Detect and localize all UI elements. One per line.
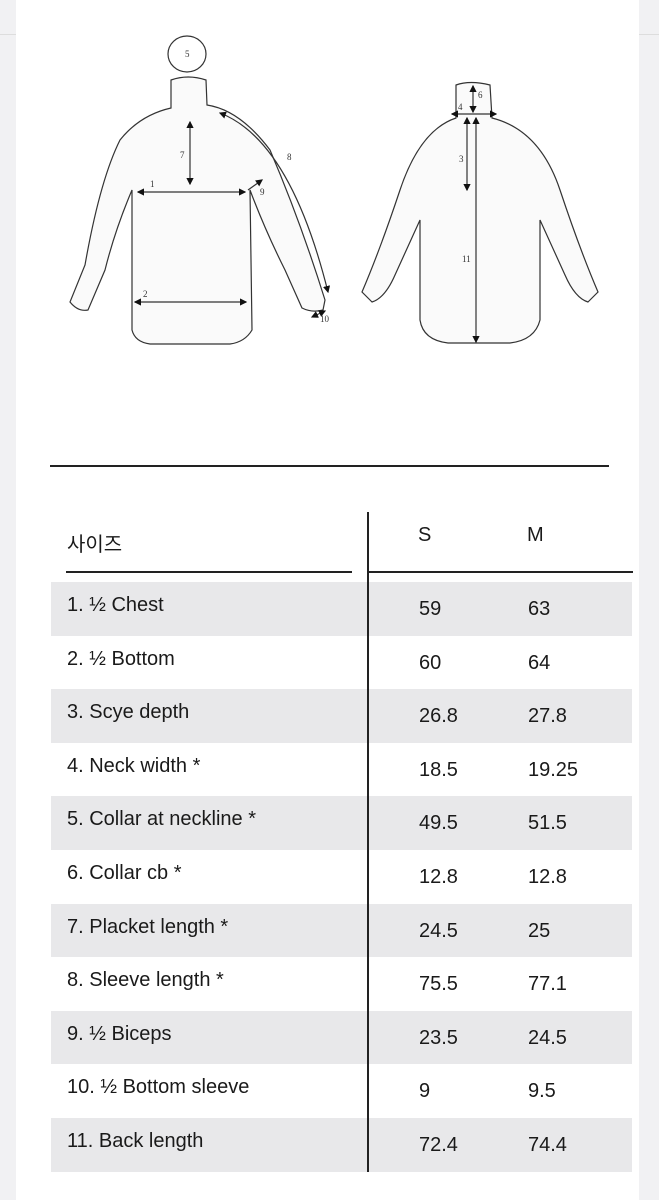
label-5: 5 [185, 49, 190, 59]
value-s: 23.5 [419, 1026, 458, 1049]
value-s: 18.5 [419, 758, 458, 781]
row-label: 1. ½ Chest [67, 594, 164, 616]
value-m: 24.5 [528, 1026, 567, 1049]
value-s: 12.8 [419, 866, 458, 888]
row-label: 8. Sleeve length * [67, 969, 224, 992]
value-m: 64 [528, 651, 551, 674]
header-divider [66, 571, 352, 573]
row-label: 5. Collar at neckline * [67, 808, 256, 831]
header-size-s: S [418, 524, 432, 546]
label-2: 2 [143, 289, 148, 299]
value-m: 77.1 [528, 973, 567, 996]
table-row: 3. Scye depth 26.8 27.8 [51, 689, 632, 743]
label-8: 8 [287, 152, 292, 162]
table-row: 11. Back length 72.4 74.4 [51, 1118, 632, 1172]
header-divider [368, 571, 633, 573]
value-m: 19.25 [528, 758, 579, 781]
header-size-m: M [527, 524, 544, 546]
row-label: 6. Collar cb * [67, 862, 182, 884]
row-label: 2. ½ Bottom [67, 647, 175, 670]
row-label: 11. Back length [67, 1130, 204, 1152]
left-margin [0, 0, 16, 1200]
row-label: 3. Scye depth [67, 701, 190, 724]
value-s: 49.5 [419, 812, 458, 835]
header-size-label: 사이즈 [67, 534, 123, 556]
table-row: 2. ½ Bottom 60 64 [51, 636, 632, 690]
value-s: 60 [419, 651, 442, 674]
row-label: 10. ½ Bottom sleeve [67, 1076, 250, 1099]
value-m: 63 [528, 598, 551, 620]
label-7: 7 [180, 150, 185, 160]
value-s: 24.5 [419, 919, 458, 942]
front-view: 5 [69, 35, 331, 345]
value-m: 12.8 [528, 866, 567, 888]
label-6: 6 [478, 90, 483, 100]
back-view [361, 81, 599, 344]
column-divider [367, 512, 369, 1172]
label-11: 11 [462, 254, 471, 264]
table-row: 10. ½ Bottom sleeve 9 9.5 [51, 1064, 632, 1118]
value-s: 26.8 [419, 705, 458, 728]
garment-measurement-diagram: 5 7 1 8 9 2 10 6 4 3 11 [69, 35, 599, 345]
value-m: 25 [528, 919, 551, 942]
value-s: 9 [419, 1080, 431, 1103]
table-row: 4. Neck width * 18.5 19.25 [51, 743, 632, 797]
table-row: 7. Placket length * 24.5 25 [51, 903, 632, 958]
row-label: 4. Neck width * [67, 754, 201, 777]
value-m: 9.5 [528, 1080, 556, 1103]
value-m: 27.8 [528, 705, 567, 728]
table-row: 6. Collar cb * 12.8 12.8 [51, 850, 632, 904]
label-3: 3 [459, 154, 464, 164]
value-s: 59 [419, 598, 442, 620]
right-margin [639, 0, 659, 1200]
label-9: 9 [260, 187, 265, 197]
section-divider [50, 465, 609, 467]
label-1: 1 [150, 179, 155, 189]
label-10: 10 [320, 314, 330, 324]
value-m: 51.5 [528, 812, 567, 835]
value-s: 72.4 [419, 1134, 458, 1156]
table-row: 5. Collar at neckline * 49.5 51.5 [51, 796, 632, 850]
table-row: 9. ½ Biceps 23.5 24.5 [51, 1010, 632, 1065]
value-s: 75.5 [419, 973, 458, 996]
value-m: 74.4 [528, 1134, 567, 1156]
row-label: 7. Placket length * [67, 915, 229, 938]
label-4: 4 [458, 102, 463, 112]
table-row: 1. ½ Chest 59 63 [51, 582, 632, 636]
table-row: 8. Sleeve length * 75.5 77.1 [51, 957, 632, 1011]
row-label: 9. ½ Biceps [67, 1022, 172, 1045]
